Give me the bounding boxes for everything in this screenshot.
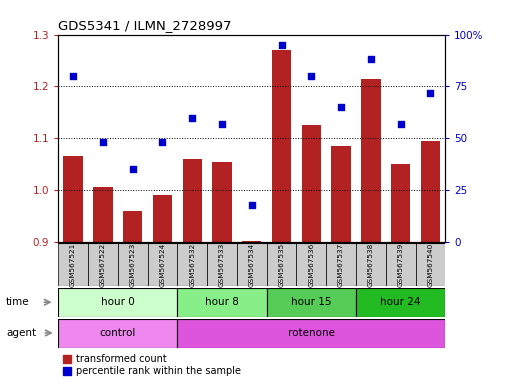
Bar [177, 319, 444, 348]
Text: control: control [99, 328, 136, 338]
Bar [355, 288, 444, 317]
Bar [266, 288, 355, 317]
Point [98, 139, 107, 146]
Bar [361, 79, 380, 242]
Bar [177, 243, 207, 286]
Text: GSM567532: GSM567532 [189, 242, 195, 287]
Bar [301, 125, 320, 242]
Text: GSM567540: GSM567540 [427, 242, 433, 287]
Bar [415, 243, 444, 286]
Point [277, 42, 285, 48]
Bar [58, 319, 177, 348]
Bar [93, 187, 112, 242]
Text: GSM567523: GSM567523 [129, 242, 135, 287]
Text: GSM567539: GSM567539 [397, 242, 403, 287]
Text: hour 15: hour 15 [290, 297, 331, 308]
Bar [182, 159, 201, 242]
Point [158, 139, 166, 146]
Text: GDS5341 / ILMN_2728997: GDS5341 / ILMN_2728997 [58, 19, 231, 32]
Bar [153, 195, 172, 242]
Text: hour 24: hour 24 [380, 297, 420, 308]
Bar [385, 243, 415, 286]
Text: GSM567534: GSM567534 [248, 242, 254, 287]
Point [307, 73, 315, 79]
Point [247, 202, 256, 208]
Text: GSM567537: GSM567537 [337, 242, 343, 287]
Text: time: time [6, 297, 30, 307]
Bar [390, 164, 410, 242]
Point [69, 73, 77, 79]
Text: GSM567538: GSM567538 [367, 242, 373, 287]
Point [426, 89, 434, 96]
Point [336, 104, 344, 110]
Bar [420, 141, 439, 242]
Text: hour 8: hour 8 [205, 297, 238, 308]
Bar [212, 162, 231, 242]
Bar [63, 156, 83, 242]
Point [128, 166, 136, 172]
Bar [331, 146, 350, 242]
Bar [207, 243, 236, 286]
Text: GSM567533: GSM567533 [219, 242, 225, 287]
Point [188, 114, 196, 121]
Bar [296, 243, 326, 286]
Bar [326, 243, 355, 286]
Text: GSM567535: GSM567535 [278, 242, 284, 287]
Bar [236, 243, 266, 286]
Text: agent: agent [6, 328, 36, 338]
Text: GSM567521: GSM567521 [70, 242, 76, 287]
Bar [271, 50, 290, 242]
Point [218, 121, 226, 127]
Bar [266, 243, 296, 286]
Bar [88, 243, 118, 286]
Text: hour 0: hour 0 [100, 297, 134, 308]
Bar [355, 243, 385, 286]
Text: rotenone: rotenone [287, 328, 334, 338]
Point [366, 56, 374, 63]
Text: GSM567536: GSM567536 [308, 242, 314, 287]
Legend: transformed count, percentile rank within the sample: transformed count, percentile rank withi… [63, 354, 240, 376]
Bar [147, 243, 177, 286]
Bar [177, 288, 266, 317]
Point [396, 121, 404, 127]
Text: GSM567522: GSM567522 [99, 242, 106, 287]
Bar [123, 211, 142, 242]
Bar [241, 241, 261, 242]
Bar [118, 243, 147, 286]
Text: GSM567524: GSM567524 [159, 242, 165, 287]
Bar [58, 288, 177, 317]
Bar [58, 243, 88, 286]
